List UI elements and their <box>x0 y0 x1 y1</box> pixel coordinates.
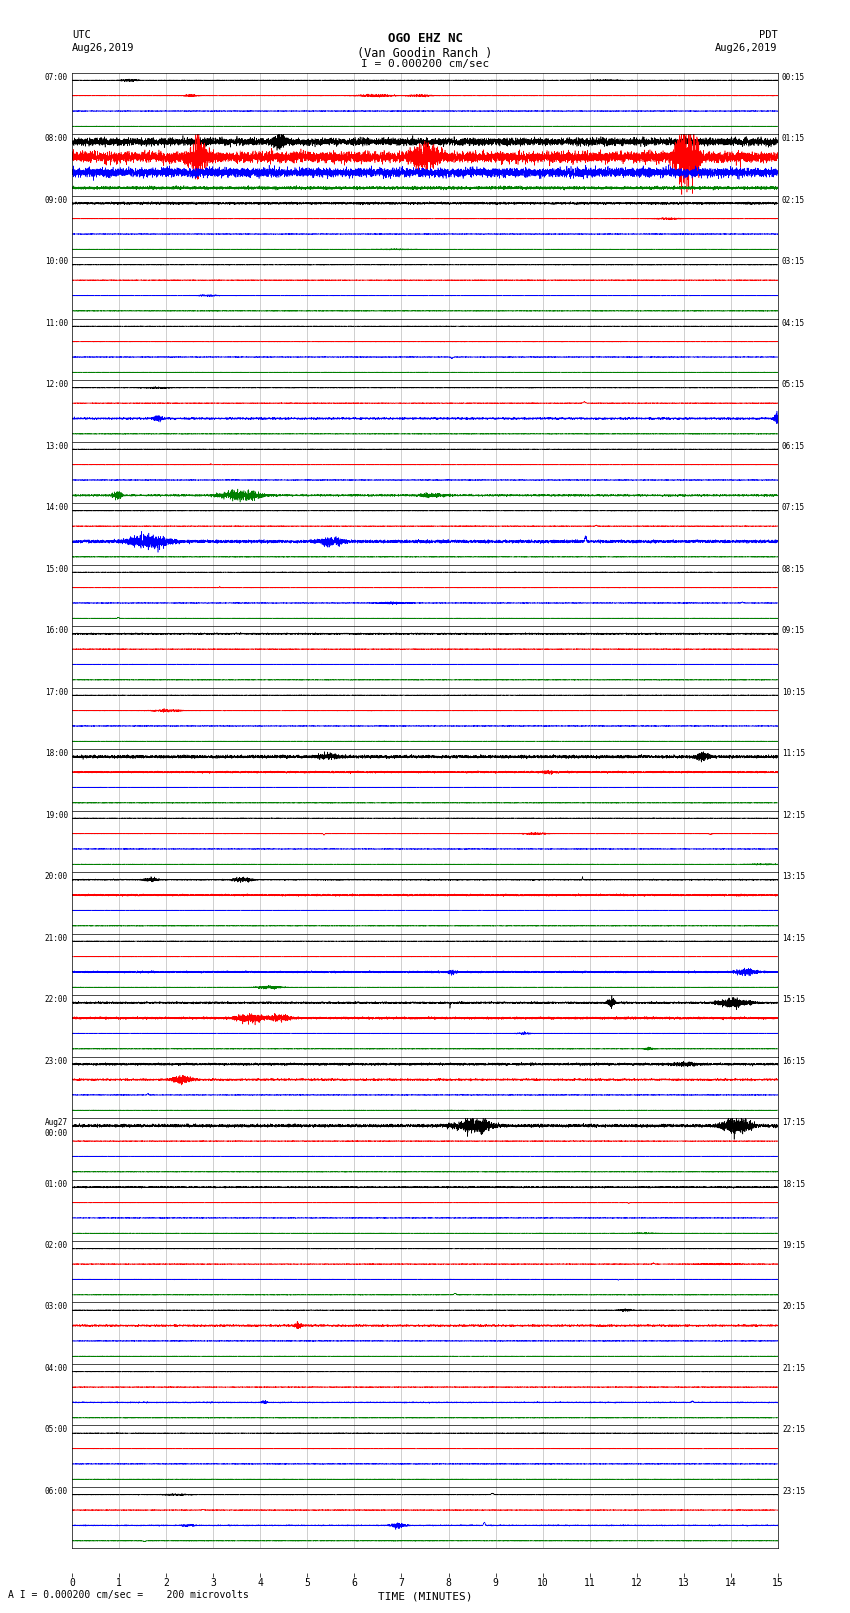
Text: 03:15: 03:15 <box>782 256 805 266</box>
Text: Aug27: Aug27 <box>45 1118 68 1127</box>
Text: 10:15: 10:15 <box>782 687 805 697</box>
Text: 14:00: 14:00 <box>45 503 68 511</box>
Text: 22:15: 22:15 <box>782 1426 805 1434</box>
Text: Aug26,2019: Aug26,2019 <box>715 44 778 53</box>
Text: 17:00: 17:00 <box>45 687 68 697</box>
Text: 12:15: 12:15 <box>782 811 805 819</box>
Text: 20:15: 20:15 <box>782 1303 805 1311</box>
Text: 18:00: 18:00 <box>45 748 68 758</box>
Text: 16:00: 16:00 <box>45 626 68 636</box>
Text: 23:00: 23:00 <box>45 1057 68 1066</box>
Text: 07:00: 07:00 <box>45 73 68 82</box>
Text: 02:00: 02:00 <box>45 1240 68 1250</box>
Text: OGO EHZ NC: OGO EHZ NC <box>388 32 462 45</box>
Text: 04:00: 04:00 <box>45 1365 68 1373</box>
Text: 15:00: 15:00 <box>45 565 68 574</box>
Text: 22:00: 22:00 <box>45 995 68 1003</box>
Text: 02:15: 02:15 <box>782 195 805 205</box>
Text: 08:15: 08:15 <box>782 565 805 574</box>
Text: 11:15: 11:15 <box>782 748 805 758</box>
Text: 21:15: 21:15 <box>782 1365 805 1373</box>
Text: PDT: PDT <box>759 31 778 40</box>
Text: 18:15: 18:15 <box>782 1179 805 1189</box>
Text: 01:00: 01:00 <box>45 1179 68 1189</box>
Text: 00:15: 00:15 <box>782 73 805 82</box>
Text: 13:15: 13:15 <box>782 873 805 881</box>
Text: 14:15: 14:15 <box>782 934 805 942</box>
Text: 06:15: 06:15 <box>782 442 805 450</box>
Text: Aug26,2019: Aug26,2019 <box>72 44 135 53</box>
Text: 03:00: 03:00 <box>45 1303 68 1311</box>
Text: 01:15: 01:15 <box>782 134 805 144</box>
Text: 13:00: 13:00 <box>45 442 68 450</box>
Text: 19:00: 19:00 <box>45 811 68 819</box>
Text: UTC: UTC <box>72 31 91 40</box>
Text: I = 0.000200 cm/sec: I = 0.000200 cm/sec <box>361 60 489 69</box>
Text: 08:00: 08:00 <box>45 134 68 144</box>
Text: 09:00: 09:00 <box>45 195 68 205</box>
Text: 06:00: 06:00 <box>45 1487 68 1495</box>
Text: 05:00: 05:00 <box>45 1426 68 1434</box>
Text: 00:00: 00:00 <box>45 1129 68 1139</box>
Text: 19:15: 19:15 <box>782 1240 805 1250</box>
Text: 04:15: 04:15 <box>782 319 805 327</box>
Text: 15:15: 15:15 <box>782 995 805 1003</box>
Text: 21:00: 21:00 <box>45 934 68 942</box>
Text: (Van Goodin Ranch ): (Van Goodin Ranch ) <box>357 47 493 60</box>
Text: 05:15: 05:15 <box>782 381 805 389</box>
Text: 12:00: 12:00 <box>45 381 68 389</box>
X-axis label: TIME (MINUTES): TIME (MINUTES) <box>377 1590 473 1602</box>
Text: A I = 0.000200 cm/sec =    200 microvolts: A I = 0.000200 cm/sec = 200 microvolts <box>8 1590 249 1600</box>
Text: 23:15: 23:15 <box>782 1487 805 1495</box>
Text: 11:00: 11:00 <box>45 319 68 327</box>
Text: 16:15: 16:15 <box>782 1057 805 1066</box>
Text: 09:15: 09:15 <box>782 626 805 636</box>
Text: 07:15: 07:15 <box>782 503 805 511</box>
Text: 20:00: 20:00 <box>45 873 68 881</box>
Text: 17:15: 17:15 <box>782 1118 805 1127</box>
Text: 10:00: 10:00 <box>45 256 68 266</box>
